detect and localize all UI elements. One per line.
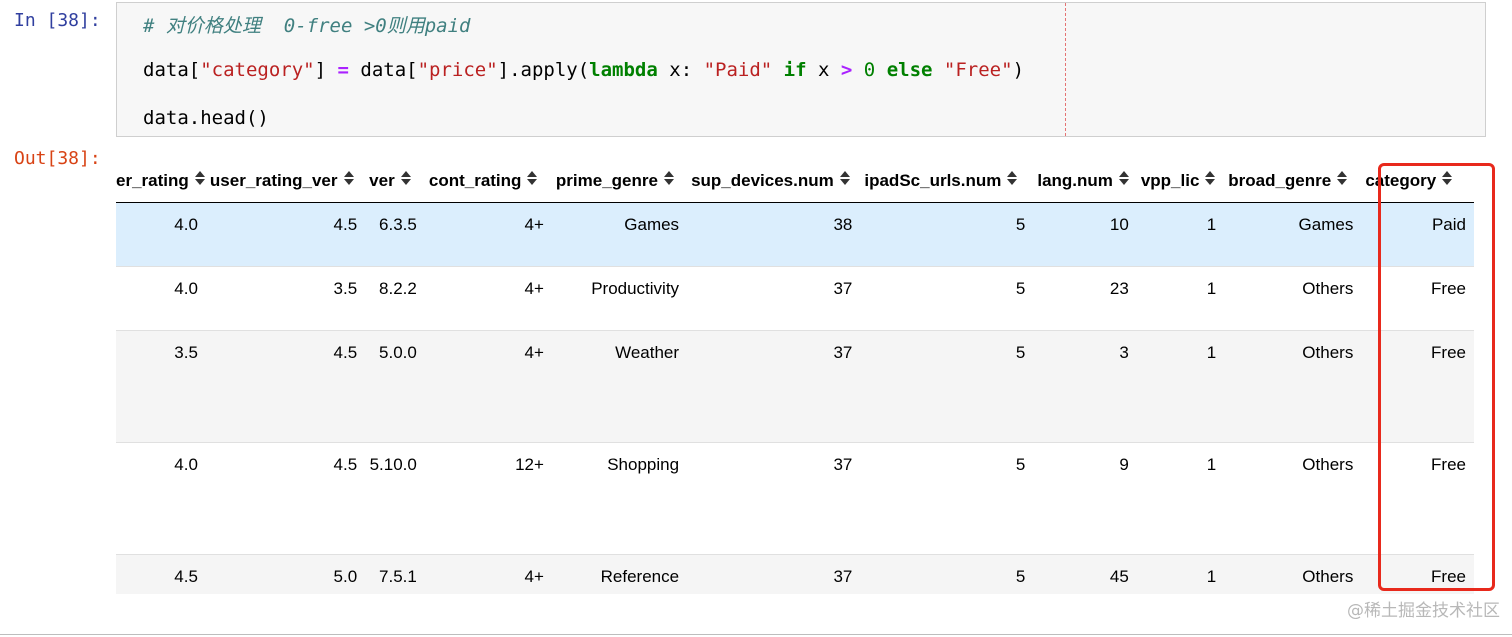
table-cell: 45 <box>1033 554 1137 594</box>
table-cell: Games <box>1224 202 1362 267</box>
sort-icon[interactable] <box>527 170 538 185</box>
table-cell-category: Free <box>1361 266 1474 331</box>
table-cell: 5 <box>860 202 1034 267</box>
table-cell: 5.0.0 <box>365 330 425 443</box>
table-cell: 37 <box>687 330 861 443</box>
watermark: @稀土掘金技术社区 <box>1347 601 1500 621</box>
table-cell-category: Free <box>1361 442 1474 555</box>
table-cell: 4+ <box>424 202 552 267</box>
table-cell: 9 <box>1033 442 1137 555</box>
sort-icon[interactable] <box>1337 170 1348 185</box>
column-header[interactable]: ver <box>365 160 425 203</box>
table-cell: 12+ <box>424 442 552 555</box>
table-cell: Others <box>1224 554 1362 594</box>
table-cell: 1 <box>1136 554 1225 594</box>
table-cell: Weather <box>551 330 688 443</box>
sort-icon[interactable] <box>839 170 850 185</box>
table-cell: 37 <box>687 554 861 594</box>
sort-icon[interactable] <box>663 170 674 185</box>
table-cell: 1 <box>1136 266 1225 331</box>
table-cell: 8.2.2 <box>365 266 425 331</box>
table-cell: 4+ <box>424 266 552 331</box>
table-cell: 1 <box>1136 202 1225 267</box>
table-cell: 6.3.5 <box>365 202 425 267</box>
sort-icon[interactable] <box>194 170 205 185</box>
input-prompt: In [38]: <box>14 10 101 31</box>
sort-icon[interactable] <box>1205 170 1216 185</box>
column-header[interactable]: ipadSc_urls.num <box>860 160 1034 203</box>
table-cell-category: Free <box>1361 330 1474 443</box>
table-cell: 5 <box>860 554 1034 594</box>
table-cell: 4.5 <box>116 554 206 594</box>
table-cell: 37 <box>687 442 861 555</box>
code-head-line: data.head() <box>143 107 269 129</box>
code-cell[interactable]: # 对价格处理 0-free >0则用paid data["category"]… <box>116 2 1486 137</box>
table-cell: 5 <box>860 330 1034 443</box>
table-cell: 5.10.0 <box>365 442 425 555</box>
table-cell: 37 <box>687 266 861 331</box>
column-header[interactable]: er_rating <box>116 160 206 203</box>
table-cell: 1 <box>1136 442 1225 555</box>
column-header[interactable]: vpp_lic <box>1136 160 1225 203</box>
column-header-category[interactable]: category <box>1361 160 1474 203</box>
table-cell: 4.0 <box>116 266 206 331</box>
table-header-row: er_rating user_rating_ver ver cont_ratin… <box>116 160 1474 203</box>
table-cell: Others <box>1224 442 1362 555</box>
sort-icon[interactable] <box>1007 170 1018 185</box>
table-cell-category: Free <box>1361 554 1474 594</box>
line-length-ruler <box>1065 3 1066 136</box>
table-cell: Games <box>551 202 688 267</box>
dataframe-output[interactable]: er_rating user_rating_ver ver cont_ratin… <box>116 160 1478 594</box>
table-cell: 4.5 <box>205 202 366 267</box>
table-cell: Productivity <box>551 266 688 331</box>
table-row[interactable]: 3.5 4.5 5.0.0 4+ Weather 37 5 3 1 Others… <box>116 330 1474 443</box>
sort-icon[interactable] <box>400 170 411 185</box>
table-cell: 3.5 <box>205 266 366 331</box>
table-cell: 5.0 <box>205 554 366 594</box>
table-cell-category: Paid <box>1361 202 1474 267</box>
column-header[interactable]: prime_genre <box>551 160 688 203</box>
table-cell: Others <box>1224 266 1362 331</box>
table-cell: 7.5.1 <box>365 554 425 594</box>
table-cell: 4.0 <box>116 442 206 555</box>
sort-icon[interactable] <box>1442 170 1453 185</box>
column-header[interactable]: lang.num <box>1033 160 1137 203</box>
table-cell: 23 <box>1033 266 1137 331</box>
sort-icon[interactable] <box>343 170 354 185</box>
table-cell: 4.0 <box>116 202 206 267</box>
column-header[interactable]: sup_devices.num <box>687 160 861 203</box>
output-prompt: Out[38]: <box>14 148 101 169</box>
table-cell: 4.5 <box>205 442 366 555</box>
code-comment-line: # 对价格处理 0-free >0则用paid <box>143 15 471 37</box>
table-row[interactable]: 4.5 5.0 7.5.1 4+ Reference 37 5 45 1 Oth… <box>116 554 1474 594</box>
table-cell: Others <box>1224 330 1362 443</box>
table-row[interactable]: 4.0 4.5 5.10.0 12+ Shopping 37 5 9 1 Oth… <box>116 442 1474 555</box>
table-cell: Shopping <box>551 442 688 555</box>
table-cell: 10 <box>1033 202 1137 267</box>
table-row[interactable]: 4.0 3.5 8.2.2 4+ Productivity 37 5 23 1 … <box>116 266 1474 331</box>
table-cell: 4.5 <box>205 330 366 443</box>
table-cell: 1 <box>1136 330 1225 443</box>
table-cell: 4+ <box>424 554 552 594</box>
table-cell: 5 <box>860 442 1034 555</box>
table-cell: 3 <box>1033 330 1137 443</box>
table-cell: Reference <box>551 554 688 594</box>
table-cell: 38 <box>687 202 861 267</box>
column-header[interactable]: cont_rating <box>424 160 552 203</box>
cell-divider <box>0 634 1512 635</box>
dataframe-table: er_rating user_rating_ver ver cont_ratin… <box>116 160 1474 594</box>
code-assignment-line: data["category"] = data["price"].apply(l… <box>143 59 1025 81</box>
table-cell: 5 <box>860 266 1034 331</box>
table-row[interactable]: 4.0 4.5 6.3.5 4+ Games 38 5 10 1 Games P… <box>116 202 1474 267</box>
table-cell: 4+ <box>424 330 552 443</box>
column-header[interactable]: user_rating_ver <box>205 160 366 203</box>
table-cell: 3.5 <box>116 330 206 443</box>
column-header[interactable]: broad_genre <box>1224 160 1362 203</box>
sort-icon[interactable] <box>1118 170 1129 185</box>
